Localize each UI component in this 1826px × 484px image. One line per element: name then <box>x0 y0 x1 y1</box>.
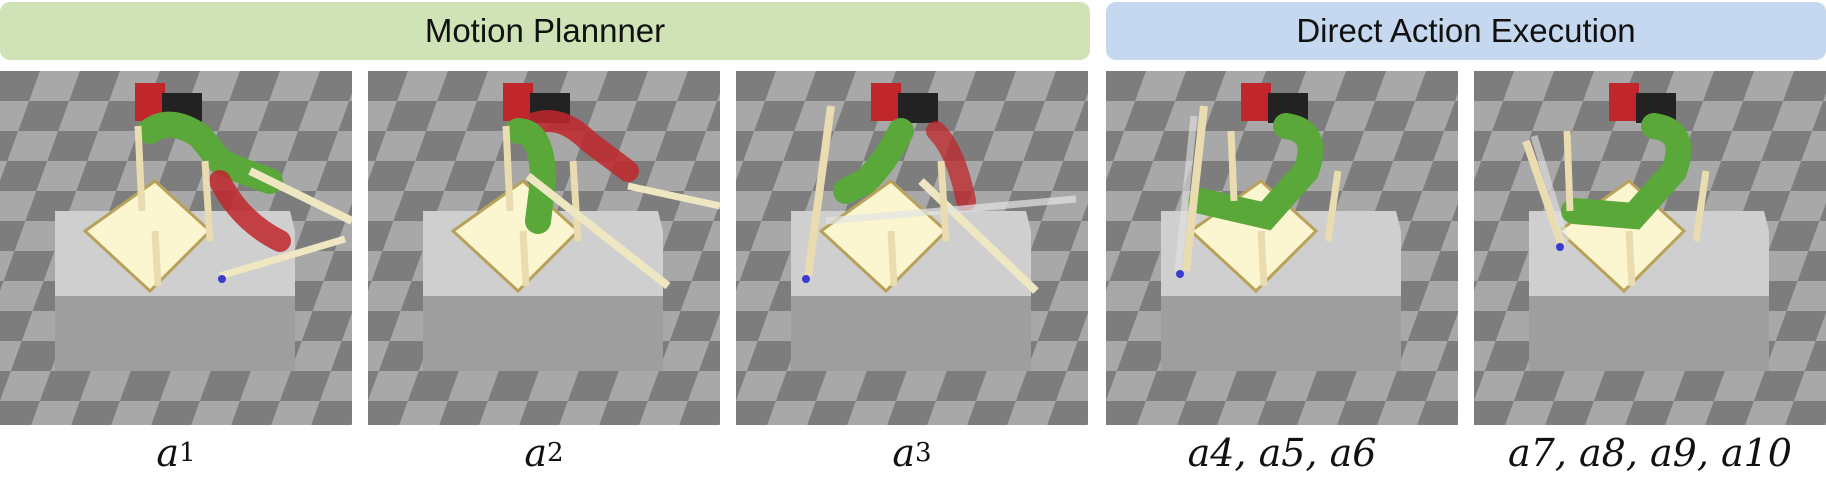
peg-ghost <box>1174 115 1198 272</box>
table-front <box>791 296 1031 371</box>
robot-arm-green <box>1561 113 1692 230</box>
scene-panel-2 <box>368 71 720 425</box>
scene-render <box>736 71 1088 425</box>
caption-var: a <box>524 431 548 475</box>
peg <box>1625 230 1636 287</box>
scene-render <box>368 71 720 425</box>
table-front <box>423 296 663 371</box>
peg <box>1692 170 1710 242</box>
direct-action-header: Direct Action Execution <box>1106 2 1826 60</box>
peg-held <box>525 172 671 290</box>
peg-held <box>219 235 346 280</box>
peg <box>151 230 162 287</box>
caption-var: a <box>156 431 180 475</box>
peg <box>569 160 582 242</box>
table-front <box>1161 296 1401 371</box>
peg <box>1257 230 1268 287</box>
robot-arm-green <box>833 118 914 204</box>
peg <box>519 230 530 287</box>
peg <box>1563 130 1574 212</box>
caption-subscript: 3 <box>915 438 932 468</box>
caption-subscript: 2 <box>547 438 564 468</box>
peg-held <box>1182 105 1208 272</box>
robot-head <box>1609 83 1639 121</box>
peg <box>1227 130 1238 202</box>
scene-render <box>1474 71 1826 425</box>
table-front <box>55 296 295 371</box>
peg <box>502 125 514 212</box>
scene-panel-4 <box>1106 71 1458 425</box>
robot-head <box>1241 83 1271 121</box>
peg <box>134 125 146 212</box>
panel-4-caption: a4, a5, a6 <box>1106 428 1458 478</box>
scene-render <box>1106 71 1458 425</box>
peg-held <box>1522 139 1566 248</box>
motion-planner-header: Motion Plannner <box>0 2 1090 60</box>
direct-action-label: Direct Action Execution <box>1296 12 1636 49</box>
goal-marker <box>1176 270 1184 278</box>
robot-arm-red <box>926 121 976 211</box>
scene-panel-3 <box>736 71 1088 425</box>
caption-subscript: 1 <box>179 438 196 468</box>
goal-marker <box>802 275 810 283</box>
caption-text: a4, a5, a6 <box>1187 431 1377 475</box>
table-front <box>1529 296 1769 371</box>
robot-screen <box>898 93 938 123</box>
goal-marker <box>218 275 226 283</box>
caption-var: a <box>892 431 916 475</box>
scene-panel-5 <box>1474 71 1826 425</box>
scene-panel-1 <box>0 71 352 425</box>
robot-arm-green <box>1188 113 1324 231</box>
robot-arm-red <box>209 170 291 252</box>
peg-held <box>804 105 835 277</box>
peg-ghost <box>825 195 1077 225</box>
robot-head <box>871 83 901 121</box>
peg <box>887 230 898 287</box>
robot-arm-green <box>505 118 557 234</box>
motion-planner-label: Motion Plannner <box>424 12 666 49</box>
panel-5-caption: a7, a8, a9, a10 <box>1474 428 1826 478</box>
peg <box>937 160 950 242</box>
peg <box>1324 170 1342 242</box>
peg-held <box>248 167 352 225</box>
peg <box>201 160 214 242</box>
peg-ghost <box>1530 134 1570 243</box>
peg-held <box>627 182 720 210</box>
goal-marker <box>1556 243 1564 251</box>
caption-text: a7, a8, a9, a10 <box>1508 431 1792 475</box>
scene-render <box>0 71 352 425</box>
